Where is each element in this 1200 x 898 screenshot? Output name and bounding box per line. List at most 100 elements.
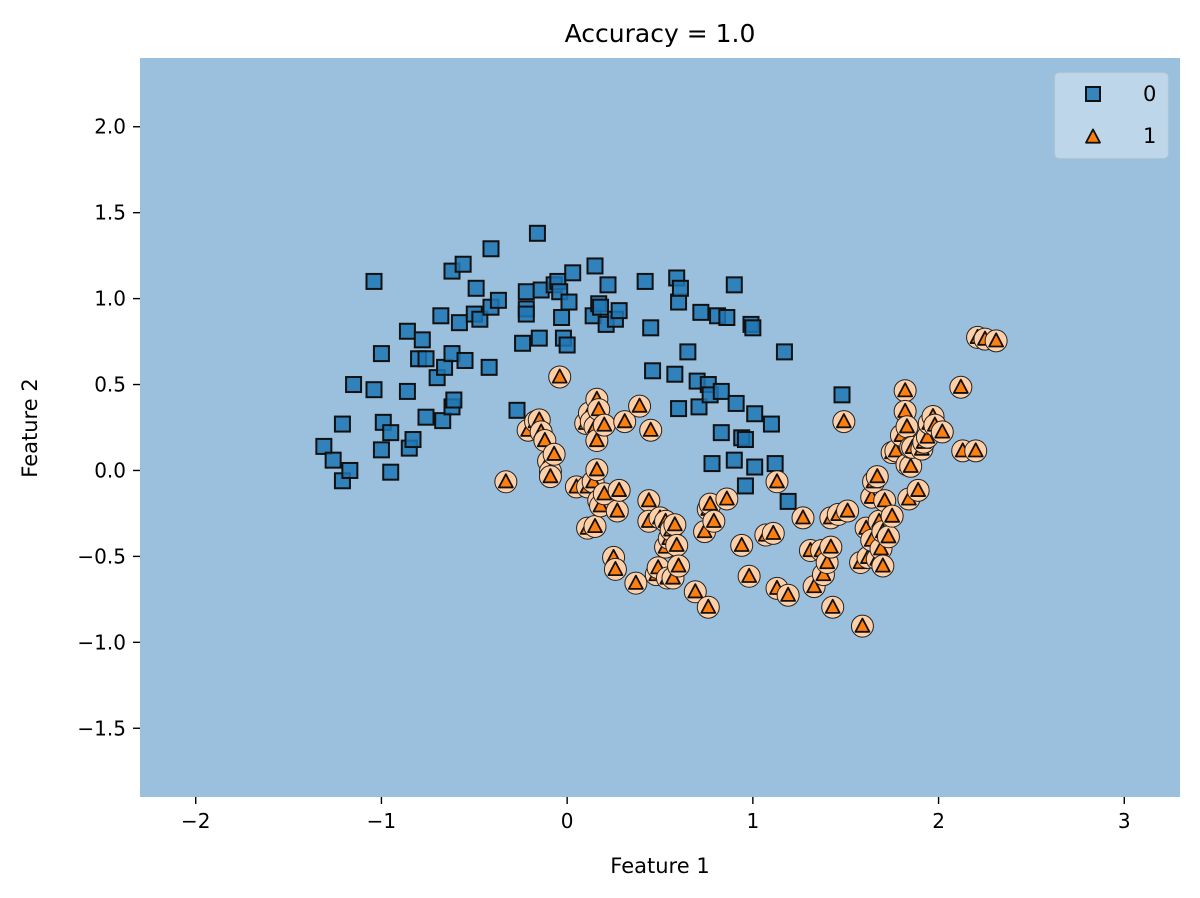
data-point bbox=[670, 557, 687, 573]
data-point bbox=[952, 378, 969, 394]
data-point bbox=[775, 343, 793, 361]
data-point bbox=[779, 492, 797, 510]
data-point bbox=[736, 477, 754, 495]
y-tick-label: 2.0 bbox=[94, 115, 126, 139]
data-point bbox=[687, 583, 704, 599]
data-point bbox=[434, 412, 452, 430]
data-point bbox=[454, 255, 472, 273]
data-point bbox=[627, 574, 644, 590]
data-point bbox=[666, 516, 683, 532]
data-point bbox=[705, 512, 722, 528]
legend-label: 0 bbox=[1143, 82, 1156, 106]
y-axis-label: Feature 2 bbox=[18, 378, 42, 477]
data-point bbox=[746, 405, 764, 423]
data-point bbox=[324, 451, 342, 469]
data-point bbox=[642, 319, 660, 337]
data-point bbox=[372, 345, 390, 363]
data-point bbox=[839, 502, 856, 518]
data-point bbox=[887, 442, 904, 458]
data-point bbox=[736, 431, 754, 449]
data-point bbox=[718, 490, 735, 506]
data-point bbox=[702, 495, 719, 511]
data-point bbox=[902, 457, 919, 473]
y-tick-label: 1.0 bbox=[94, 287, 126, 311]
data-point bbox=[806, 578, 823, 594]
data-point bbox=[640, 492, 657, 508]
data-point bbox=[345, 376, 363, 394]
data-point bbox=[599, 276, 617, 294]
legend: 01 bbox=[1054, 72, 1169, 159]
data-point bbox=[489, 291, 507, 309]
data-point bbox=[988, 332, 1005, 348]
y-tick-label: 1.5 bbox=[94, 201, 126, 225]
legend-label: 1 bbox=[1143, 124, 1156, 148]
data-point bbox=[910, 481, 927, 497]
data-point bbox=[644, 362, 662, 380]
data-point bbox=[413, 331, 431, 349]
data-point bbox=[546, 445, 563, 461]
data-point bbox=[741, 567, 758, 583]
data-point bbox=[822, 538, 839, 554]
data-point bbox=[897, 382, 914, 398]
data-point bbox=[819, 554, 836, 570]
data-point bbox=[588, 432, 605, 448]
data-point bbox=[692, 303, 710, 321]
data-point bbox=[700, 598, 717, 614]
x-axis: −2 −1 0 1 2 3 bbox=[181, 797, 1131, 833]
data-point bbox=[586, 257, 604, 275]
data-point bbox=[967, 442, 984, 458]
data-point bbox=[517, 305, 535, 323]
y-tick-label: −1.5 bbox=[77, 716, 126, 740]
data-point bbox=[725, 451, 743, 469]
data-point bbox=[854, 617, 871, 633]
data-point bbox=[341, 461, 359, 479]
data-point bbox=[553, 309, 571, 327]
legend-item-1: 1 bbox=[1085, 124, 1156, 148]
y-tick-label: −1.0 bbox=[77, 630, 126, 654]
data-point bbox=[587, 518, 603, 534]
data-point bbox=[765, 524, 782, 540]
data-point bbox=[404, 431, 422, 449]
data-point bbox=[482, 240, 500, 258]
series-1 bbox=[494, 325, 1008, 638]
data-point bbox=[609, 502, 626, 518]
data-point bbox=[876, 492, 893, 508]
data-point bbox=[517, 283, 535, 301]
data-point bbox=[398, 322, 416, 340]
data-point bbox=[668, 536, 685, 552]
y-tick-label: 0.0 bbox=[94, 458, 126, 482]
data-point bbox=[835, 413, 852, 429]
data-point bbox=[456, 351, 474, 369]
data-point bbox=[610, 302, 628, 320]
legend-marker bbox=[1085, 86, 1101, 102]
data-point bbox=[398, 382, 416, 400]
data-point bbox=[611, 481, 628, 497]
data-point bbox=[596, 416, 613, 432]
data-point bbox=[727, 394, 745, 412]
data-point bbox=[528, 224, 546, 242]
data-point bbox=[417, 350, 435, 368]
y-tick-label: 0.5 bbox=[94, 373, 126, 397]
data-point bbox=[365, 381, 383, 399]
data-point bbox=[766, 455, 784, 473]
data-point bbox=[432, 307, 450, 325]
data-point bbox=[873, 540, 889, 556]
data-point bbox=[542, 468, 559, 484]
data-point bbox=[530, 329, 548, 347]
x-tick-label: 1 bbox=[746, 809, 759, 833]
data-point bbox=[703, 455, 721, 473]
data-point bbox=[315, 437, 333, 455]
data-points bbox=[315, 224, 1008, 638]
data-point bbox=[365, 272, 383, 290]
data-point bbox=[679, 343, 697, 361]
data-point bbox=[744, 319, 762, 337]
data-point bbox=[919, 428, 936, 444]
series-0 bbox=[315, 224, 851, 510]
legend-box bbox=[1054, 72, 1169, 159]
data-point bbox=[417, 408, 435, 426]
data-point bbox=[869, 468, 886, 484]
data-point bbox=[592, 298, 610, 316]
data-point bbox=[560, 293, 578, 311]
data-point bbox=[514, 334, 532, 352]
